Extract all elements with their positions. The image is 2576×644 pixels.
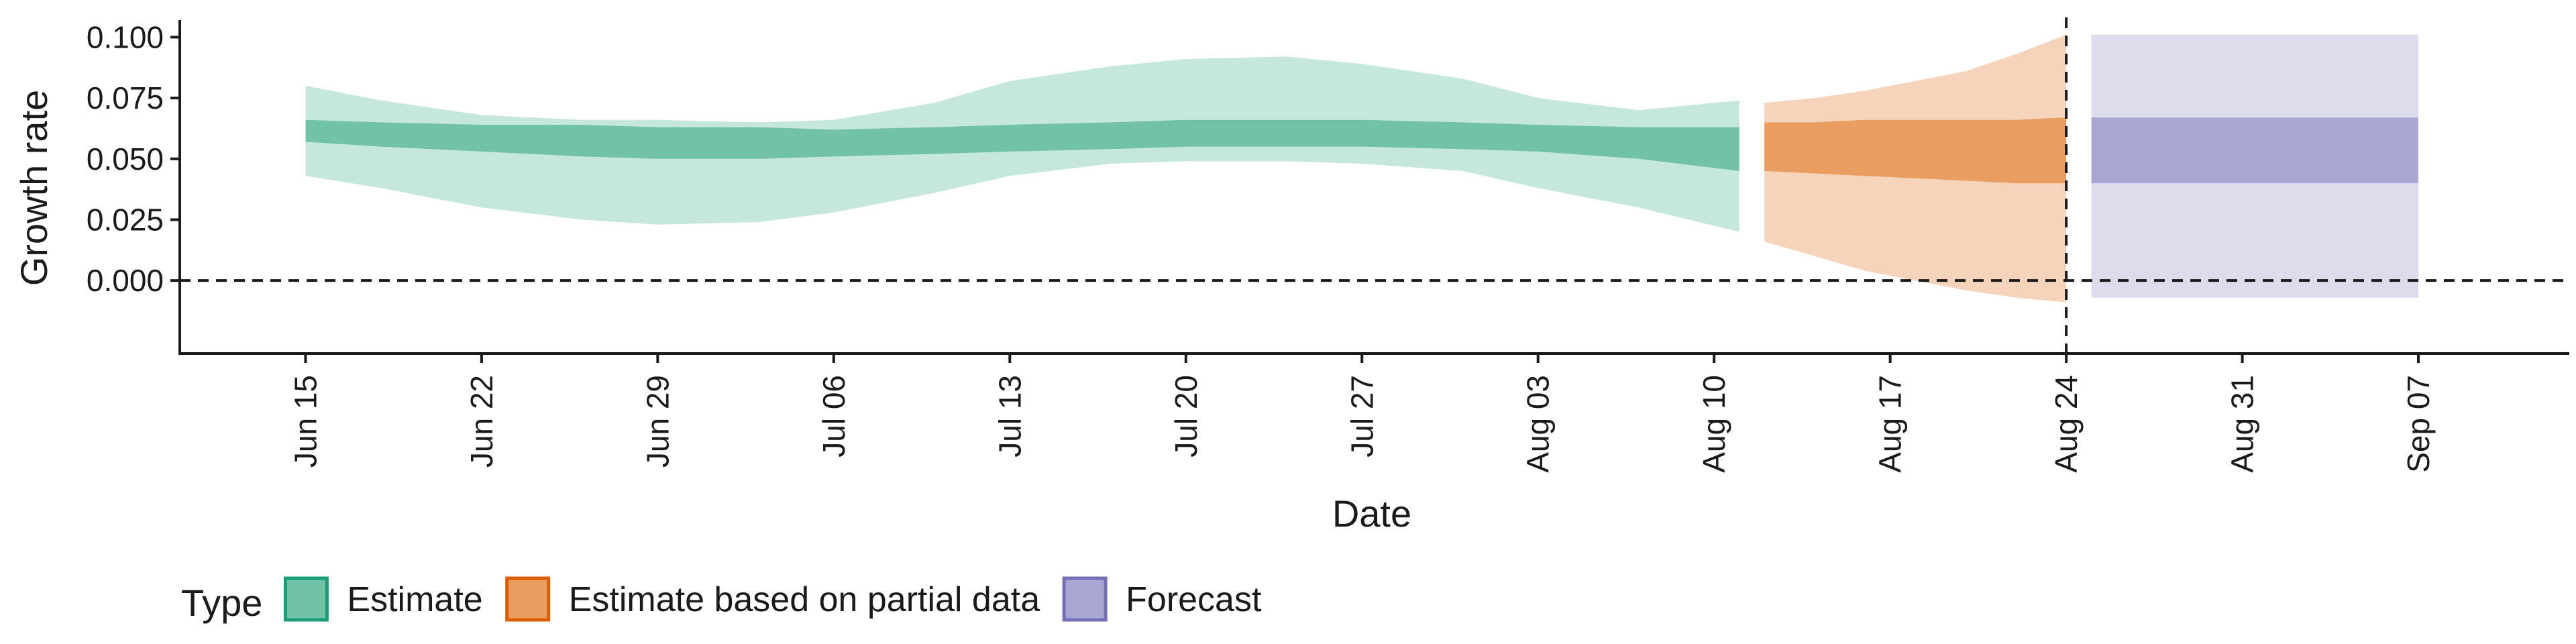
y-tick-label: 0.075 — [87, 80, 164, 115]
x-tick-label: Aug 17 — [1873, 375, 1908, 473]
x-tick-label: Jul 20 — [1169, 375, 1203, 458]
y-tick-label: 0.050 — [87, 142, 164, 176]
y-tick-label: 0.000 — [87, 263, 164, 298]
legend-swatch-estimate — [283, 576, 329, 622]
bands-layer — [305, 34, 2418, 303]
legend-label-partial-estimate: Estimate based on partial data — [569, 580, 1040, 619]
x-tick-label: Aug 10 — [1697, 375, 1731, 473]
x-tick-label: Aug 31 — [2225, 375, 2260, 473]
x-tick-label: Jun 15 — [288, 375, 323, 468]
x-tick-label: Jul 13 — [992, 375, 1027, 458]
partial-estimate-inner-band — [1764, 117, 2067, 184]
x-axis-title: Date — [1332, 492, 1411, 535]
legend-title: Type — [181, 582, 262, 624]
axes-layer — [178, 20, 2569, 355]
legend-label-estimate: Estimate — [347, 580, 482, 619]
legend: Type Estimate Estimate based on partial d… — [181, 576, 1262, 624]
x-tick-label: Sep 07 — [2401, 375, 2436, 473]
x-tick-label: Jun 29 — [640, 375, 675, 468]
x-tick-label: Aug 24 — [2049, 375, 2084, 473]
x-tick-label: Jul 27 — [1344, 375, 1379, 458]
x-tick-label: Jun 22 — [464, 375, 499, 468]
estimate-inner-band — [305, 119, 1739, 171]
y-axis-title: Growth rate — [13, 90, 55, 286]
forecast-inner-band — [2091, 117, 2418, 184]
legend-label-forecast: Forecast — [1126, 580, 1262, 619]
x-tick-label: Aug 03 — [1521, 375, 1556, 473]
y-tick-label: 0.025 — [87, 202, 164, 237]
y-tick-label: 0.100 — [87, 19, 164, 54]
tick-layer: 0.000 0.025 0.050 0.075 0.100 Jun 15 Jun 22 Jun… — [87, 19, 2436, 472]
legend-swatch-forecast — [1062, 576, 1108, 622]
legend-swatch-partial-estimate — [505, 576, 551, 622]
x-tick-label: Jul 06 — [816, 375, 851, 458]
reference-lines — [180, 17, 2569, 354]
